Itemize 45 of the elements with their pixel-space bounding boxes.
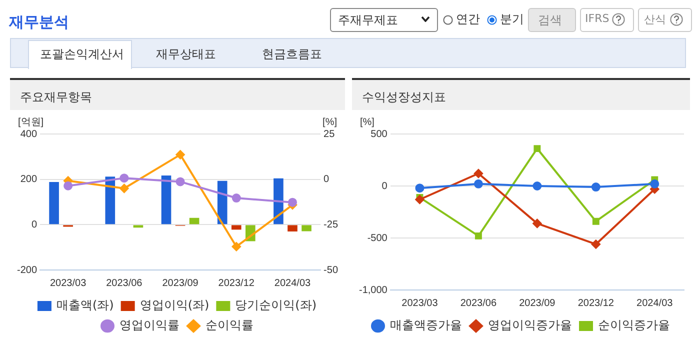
legend-label: 매출액(좌) xyxy=(56,298,114,312)
legend-label: 당기순이익(좌) xyxy=(235,298,317,312)
legend-label: 영업이익(좌) xyxy=(140,298,210,312)
y2-tick-label: 25 xyxy=(324,128,336,140)
y2-tick-label: -50 xyxy=(324,264,338,276)
y2-axis-title: [%] xyxy=(322,116,338,128)
x-tick-label: 2023/12 xyxy=(218,278,255,289)
y2-tick-label: 0 xyxy=(324,174,330,186)
y-tick-label: -200 xyxy=(17,264,38,276)
text: 주재무제표 xyxy=(338,12,398,29)
chart-title: 수익성장성지표 xyxy=(362,89,446,106)
text: IFRS xyxy=(585,12,610,25)
x-tick-label: 2024/03 xyxy=(636,298,674,309)
legend-label: 순이익증가율 xyxy=(598,318,670,332)
x-tick-label: 2023/03 xyxy=(402,298,438,309)
y-axis-title: [%] xyxy=(360,116,375,128)
y-tick-label: -500 xyxy=(367,232,388,244)
y-tick-label: -1,000 xyxy=(358,284,388,296)
x-tick-label: 2023/09 xyxy=(162,278,199,289)
y-tick-label: 200 xyxy=(20,174,38,186)
text: 연간 xyxy=(456,11,480,28)
x-tick-label: 2023/03 xyxy=(50,278,87,289)
x-tick-label: 2023/12 xyxy=(578,298,614,309)
text: 산식 xyxy=(644,12,666,27)
legend-label: 영업이익률 xyxy=(120,318,180,332)
legend-label: 영업이익증가율 xyxy=(488,318,572,332)
legend-label: 순이익률 xyxy=(206,318,254,332)
text: 포괄손익계산서 xyxy=(40,46,124,63)
text: 재무분석 xyxy=(9,13,69,32)
x-tick-label: 2023/09 xyxy=(519,298,556,309)
y2-tick-label: -25 xyxy=(324,219,338,230)
y-axis-title: [억원] xyxy=(18,116,44,128)
text: 검색 xyxy=(538,12,562,29)
text: 재무상태표 xyxy=(156,46,216,63)
chart-title: 주요재무항목 xyxy=(20,89,92,106)
x-tick-label: 2023/06 xyxy=(106,278,143,289)
y-tick-label: 0 xyxy=(31,219,38,230)
y-tick-label: 500 xyxy=(370,128,388,140)
y-tick-label: 400 xyxy=(20,128,38,140)
text: 현금흐름표 xyxy=(262,46,322,63)
text: 분기 xyxy=(500,11,524,28)
x-tick-label: 2023/06 xyxy=(460,298,497,309)
y-tick-label: 0 xyxy=(382,180,388,192)
legend-label: 매출액증가율 xyxy=(390,318,462,332)
x-tick-label: 2024/03 xyxy=(274,278,311,289)
